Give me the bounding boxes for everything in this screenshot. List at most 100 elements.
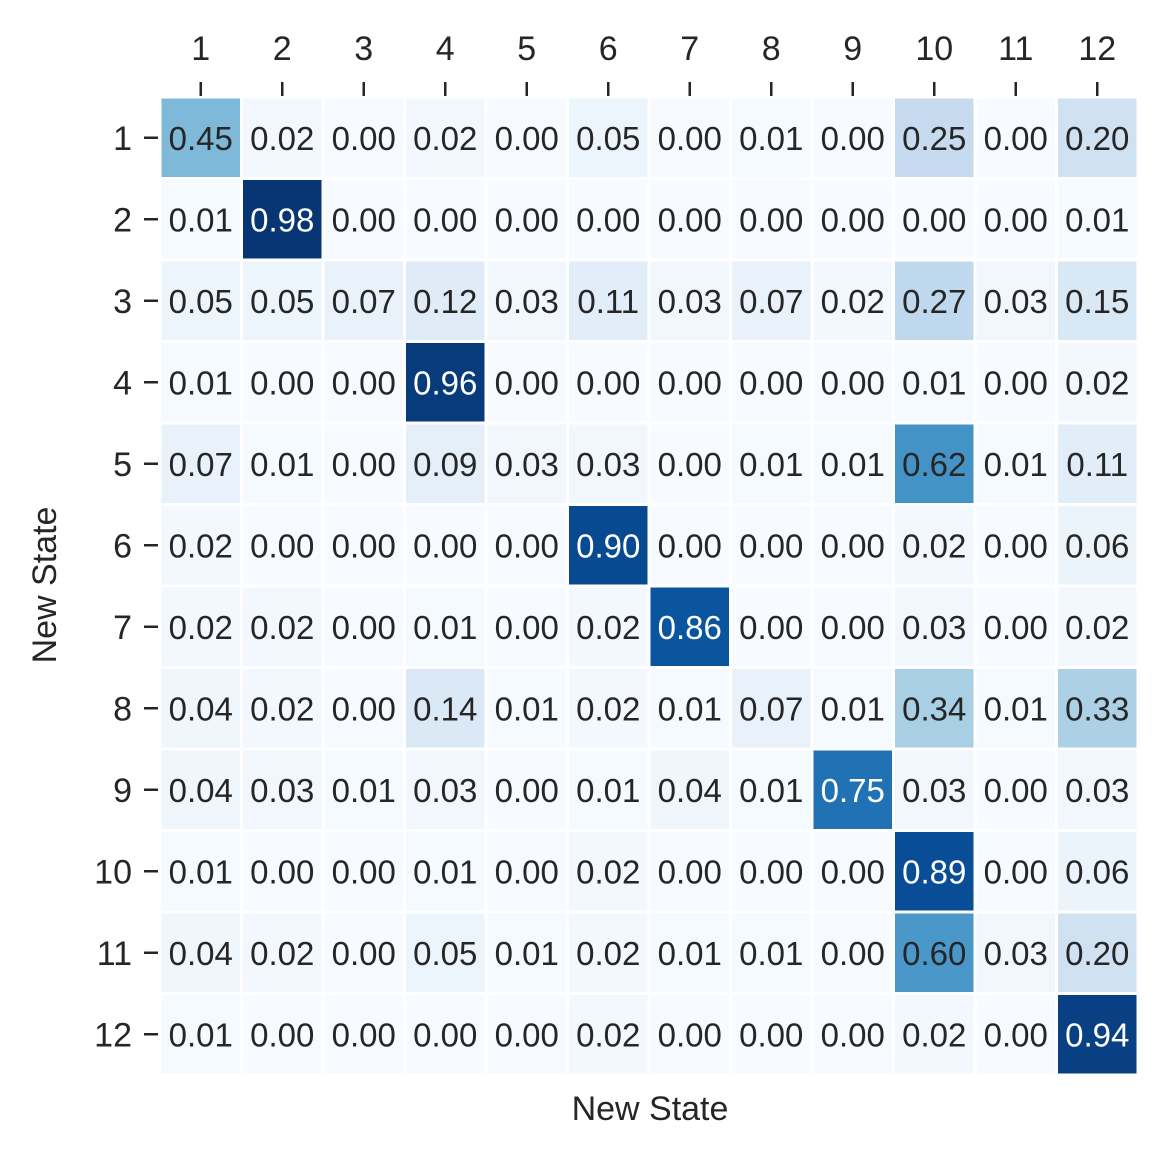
cell-value-label: 0.02 <box>1065 364 1129 401</box>
cell-value-label: 0.00 <box>413 1016 477 1053</box>
heatmap-cell <box>1055 747 1140 832</box>
cell-value-label: 0.00 <box>658 853 722 890</box>
cell-value-label: 0.00 <box>658 446 722 483</box>
heatmap-cell <box>647 258 732 343</box>
x-tick-label: 2 <box>273 30 292 68</box>
heatmap-cell <box>240 421 325 506</box>
cell-value-label: 0.02 <box>576 853 640 890</box>
cell-value-label: 0.06 <box>1065 527 1129 564</box>
cell-value-label: 0.86 <box>658 609 722 646</box>
cell-value-label: 0.00 <box>821 120 885 157</box>
cell-value-label: 0.04 <box>169 935 233 972</box>
heatmap-cell <box>729 177 814 262</box>
heatmap-cell <box>321 584 406 669</box>
cell-value-label: 0.00 <box>576 364 640 401</box>
heatmap-cell <box>566 421 651 506</box>
cell-value-label: 0.60 <box>902 935 966 972</box>
heatmap-cell <box>566 95 651 180</box>
cell-value-label: 0.03 <box>495 446 559 483</box>
heatmap-cell <box>566 910 651 995</box>
heatmap-cell <box>647 584 732 669</box>
cell-value-label: 0.00 <box>739 364 803 401</box>
heatmap-cell <box>240 177 325 262</box>
cell-value-label: 0.02 <box>576 1016 640 1053</box>
cell-value-label: 0.01 <box>413 609 477 646</box>
heatmap-cell <box>484 421 569 506</box>
cell-value-label: 0.00 <box>332 1016 396 1053</box>
cell-value-label: 0.96 <box>413 364 477 401</box>
x-tick-label: 10 <box>915 30 953 68</box>
y-tick-label: 2 <box>113 201 132 239</box>
cell-value-label: 0.14 <box>413 690 477 727</box>
cell-value-label: 0.00 <box>984 853 1048 890</box>
cell-value-label: 0.01 <box>739 772 803 809</box>
heatmap-cell <box>158 747 243 832</box>
cell-value-label: 0.01 <box>250 446 314 483</box>
cell-value-label: 0.00 <box>821 1016 885 1053</box>
heatmap-cell <box>240 910 325 995</box>
cell-value-label: 0.06 <box>1065 853 1129 890</box>
cell-value-label: 0.15 <box>1065 283 1129 320</box>
y-tick-label: 9 <box>113 772 132 810</box>
heatmap-cell <box>566 992 651 1077</box>
cell-value-label: 0.04 <box>169 690 233 727</box>
x-tick-label: 4 <box>436 30 455 68</box>
cell-value-label: 0.04 <box>658 772 722 809</box>
cell-value-label: 0.00 <box>332 201 396 238</box>
cell-value-label: 0.05 <box>576 120 640 157</box>
y-tick-label: 6 <box>113 527 132 565</box>
cell-value-label: 0.89 <box>902 853 966 890</box>
cell-value-label: 0.02 <box>902 527 966 564</box>
cell-value-label: 0.00 <box>250 527 314 564</box>
cell-value-label: 0.01 <box>658 690 722 727</box>
heatmap-cell <box>647 829 732 914</box>
cell-value-label: 0.05 <box>250 283 314 320</box>
heatmap-cell <box>566 340 651 425</box>
heatmap-cell <box>892 95 977 180</box>
cell-value-label: 0.01 <box>576 772 640 809</box>
heatmap-cell <box>321 747 406 832</box>
heatmap-cell <box>158 910 243 995</box>
heatmap-cell <box>1055 910 1140 995</box>
cell-value-label: 0.01 <box>332 772 396 809</box>
heatmap-cell <box>973 910 1058 995</box>
y-tick-label: 3 <box>113 283 132 321</box>
heatmap-cell <box>158 666 243 751</box>
cell-value-label: 0.00 <box>821 935 885 972</box>
heatmap-cell <box>484 666 569 751</box>
heatmap-cell <box>1055 258 1140 343</box>
cell-value-label: 0.00 <box>739 527 803 564</box>
y-tick-label: 1 <box>113 120 132 158</box>
cell-value-label: 0.03 <box>413 772 477 809</box>
heatmap-cell <box>321 258 406 343</box>
cell-value-label: 0.45 <box>169 120 233 157</box>
heatmap-cell <box>1055 829 1140 914</box>
y-tick-label: 12 <box>94 1016 132 1054</box>
cell-value-label: 0.01 <box>169 1016 233 1053</box>
heatmap-cell <box>321 666 406 751</box>
heatmap-cell <box>973 421 1058 506</box>
cell-value-label: 0.00 <box>821 364 885 401</box>
cell-value-label: 0.05 <box>169 283 233 320</box>
x-tick-label: 1 <box>191 30 210 68</box>
cell-value-label: 0.00 <box>495 1016 559 1053</box>
heatmap-cell <box>321 421 406 506</box>
cell-value-label: 0.04 <box>169 772 233 809</box>
heatmap-cell <box>810 340 895 425</box>
cell-value-label: 0.00 <box>658 201 722 238</box>
cell-value-label: 0.01 <box>739 935 803 972</box>
cell-value-label: 0.00 <box>658 364 722 401</box>
cell-value-label: 0.00 <box>984 1016 1048 1053</box>
cell-value-label: 0.20 <box>1065 120 1129 157</box>
cell-value-label: 0.02 <box>169 527 233 564</box>
cell-value-label: 0.00 <box>495 609 559 646</box>
cell-value-label: 0.00 <box>739 609 803 646</box>
cell-value-label: 0.00 <box>332 853 396 890</box>
cell-value-label: 0.00 <box>495 853 559 890</box>
heatmap-cell <box>973 992 1058 1077</box>
cell-value-label: 0.00 <box>495 527 559 564</box>
cell-value-label: 0.00 <box>332 935 396 972</box>
cell-value-label: 0.12 <box>413 283 477 320</box>
